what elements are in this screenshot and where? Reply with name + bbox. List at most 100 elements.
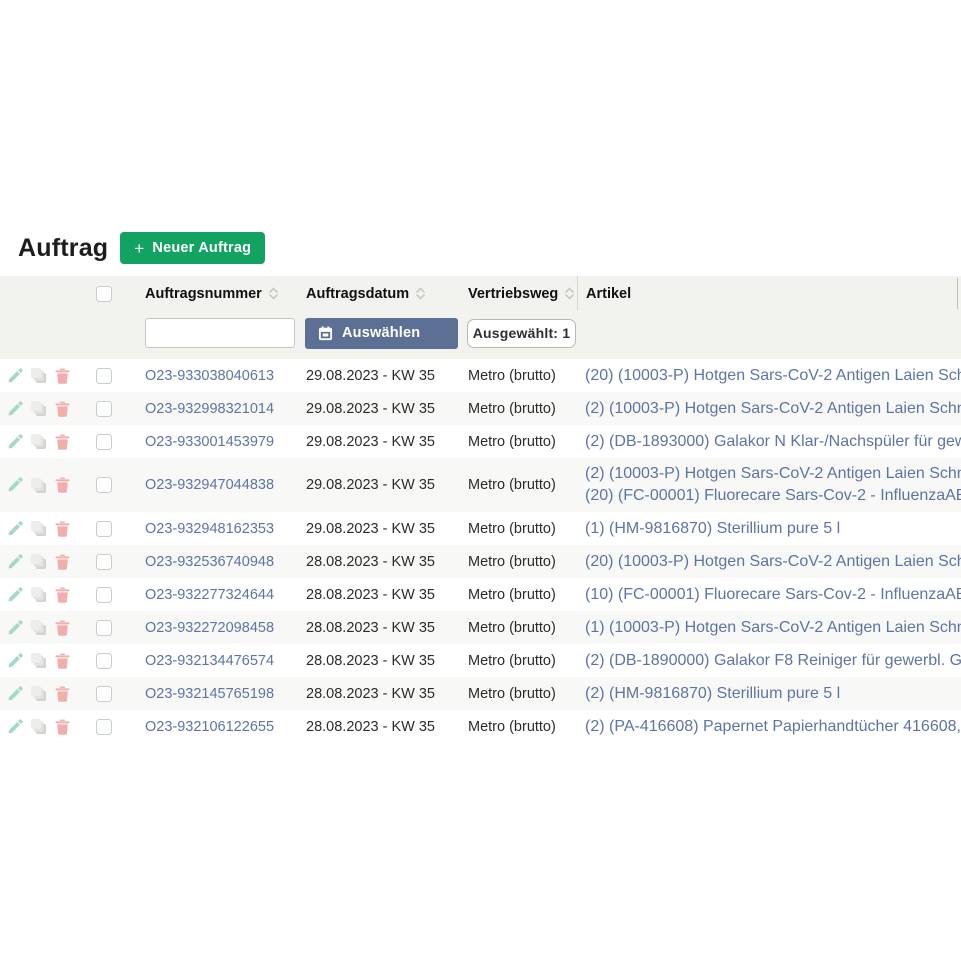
- delete-button[interactable]: [54, 586, 71, 603]
- duplicate-button[interactable]: [30, 477, 47, 494]
- pencil-icon: [8, 619, 23, 634]
- row-actions: [0, 586, 85, 603]
- edit-button[interactable]: [6, 367, 23, 384]
- row-checkbox-cell: [85, 586, 137, 603]
- edit-button[interactable]: [6, 718, 23, 735]
- duplicate-button[interactable]: [30, 619, 47, 636]
- delete-button[interactable]: [54, 433, 71, 450]
- copy-icon: [31, 686, 46, 701]
- row-checkbox[interactable]: [96, 685, 112, 702]
- edit-button[interactable]: [6, 586, 23, 603]
- plus-icon: +: [134, 238, 145, 258]
- edit-button[interactable]: [6, 477, 23, 494]
- article-link[interactable]: (10) (FC-00001) Fluorecare Sars-Cov-2 - …: [585, 585, 961, 603]
- article-link[interactable]: (2) (DB-1890000) Galakor F8 Reiniger für…: [585, 651, 961, 669]
- order-number-link[interactable]: O23-932277324644: [145, 586, 275, 603]
- delete-button[interactable]: [54, 652, 71, 669]
- order-number-link[interactable]: O23-933038040613: [145, 367, 275, 384]
- order-number-link[interactable]: O23-932947044838: [145, 477, 275, 493]
- order-number-link[interactable]: O23-932106122655: [145, 718, 275, 735]
- article-link[interactable]: (2) (10003-P) Hotgen Sars-CoV-2 Antigen …: [585, 399, 961, 417]
- row-checkbox[interactable]: [96, 619, 112, 636]
- order-number-link[interactable]: O23-932948162353: [145, 520, 275, 537]
- new-order-button[interactable]: + Neuer Auftrag: [120, 232, 266, 264]
- filter-vertriebsweg-cell: Ausgewählt: 1: [460, 318, 577, 348]
- article-link[interactable]: (20) (10003-P) Hotgen Sars-CoV-2 Antigen…: [585, 552, 961, 570]
- column-header-auftragsnummer[interactable]: Auftragsnummer: [137, 276, 298, 311]
- order-number-link[interactable]: O23-932998321014: [145, 400, 275, 417]
- sort-icon[interactable]: [565, 287, 575, 300]
- delete-button[interactable]: [54, 718, 71, 735]
- duplicate-button[interactable]: [30, 718, 47, 735]
- duplicate-button[interactable]: [30, 553, 47, 570]
- row-checkbox[interactable]: [96, 400, 112, 417]
- article-link[interactable]: (2) (HM-9816870) Sterillium pure 5 l: [585, 684, 841, 702]
- article-link[interactable]: (2) (DB-1893000) Galakor N Klar-/Nachspü…: [585, 432, 961, 450]
- order-number-link[interactable]: O23-932145765198: [145, 685, 275, 702]
- order-number-link[interactable]: O23-932536740948: [145, 553, 275, 570]
- pencil-icon: [8, 586, 23, 601]
- article-link[interactable]: (1) (HM-9816870) Sterillium pure 5 l: [585, 519, 841, 537]
- row-checkbox[interactable]: [96, 433, 112, 450]
- article-link[interactable]: (20) (FC-00001) Fluorecare Sars-Cov-2 - …: [585, 487, 961, 504]
- duplicate-button[interactable]: [30, 586, 47, 603]
- duplicate-button[interactable]: [30, 520, 47, 537]
- row-actions: [0, 477, 85, 494]
- row-checkbox[interactable]: [96, 520, 112, 537]
- row-checkbox[interactable]: [96, 367, 112, 384]
- delete-button[interactable]: [54, 400, 71, 417]
- edit-button[interactable]: [6, 433, 23, 450]
- duplicate-button[interactable]: [30, 685, 47, 702]
- table-header-row: Auftragsnummer Auftragsdatum Vertriebswe…: [0, 276, 961, 311]
- edit-button[interactable]: [6, 553, 23, 570]
- order-number-link[interactable]: O23-932134476574: [145, 652, 275, 669]
- edit-button[interactable]: [6, 619, 23, 636]
- order-date: 29.08.2023 - KW 35: [306, 433, 435, 450]
- edit-button[interactable]: [6, 652, 23, 669]
- article-link[interactable]: (1) (10003-P) Hotgen Sars-CoV-2 Antigen …: [585, 618, 961, 636]
- trash-icon: [55, 554, 70, 570]
- delete-button[interactable]: [54, 477, 71, 494]
- delete-button[interactable]: [54, 619, 71, 636]
- edit-button[interactable]: [6, 520, 23, 537]
- row-checkbox[interactable]: [96, 477, 112, 493]
- article-list: (2) (DB-1890000) Galakor F8 Reiniger für…: [577, 645, 961, 677]
- orders-table: Auftragsnummer Auftragsdatum Vertriebswe…: [0, 276, 961, 743]
- order-number-link[interactable]: O23-932272098458: [145, 619, 275, 636]
- pencil-icon: [8, 718, 23, 733]
- delete-button[interactable]: [54, 553, 71, 570]
- duplicate-button[interactable]: [30, 367, 47, 384]
- row-checkbox[interactable]: [96, 586, 112, 603]
- article-link[interactable]: (20) (10003-P) Hotgen Sars-CoV-2 Antigen…: [585, 366, 961, 384]
- edit-button[interactable]: [6, 400, 23, 417]
- date-select-button[interactable]: Auswählen: [305, 317, 458, 349]
- article-link[interactable]: (2) (PA-416608) Papernet Papierhandtüche…: [585, 717, 961, 735]
- auftragsnummer-filter-input[interactable]: [145, 318, 295, 348]
- sort-icon[interactable]: [416, 287, 425, 300]
- delete-button[interactable]: [54, 520, 71, 537]
- table-row: O23-932947044838 29.08.2023 - KW 35 Metr…: [0, 458, 961, 512]
- delete-button[interactable]: [54, 685, 71, 702]
- row-actions: [0, 433, 85, 450]
- row-checkbox[interactable]: [96, 718, 112, 735]
- duplicate-button[interactable]: [30, 433, 47, 450]
- article-link[interactable]: (2) (10003-P) Hotgen Sars-CoV-2 Antigen …: [585, 465, 961, 482]
- row-checkbox[interactable]: [96, 652, 112, 669]
- duplicate-button[interactable]: [30, 400, 47, 417]
- edit-button[interactable]: [6, 685, 23, 702]
- pencil-icon: [8, 477, 23, 492]
- column-header-artikel[interactable]: Artikel: [577, 276, 961, 311]
- row-checkbox[interactable]: [96, 553, 112, 570]
- column-header-vertriebsweg[interactable]: Vertriebsweg: [460, 276, 577, 311]
- column-header-auftragsdatum[interactable]: Auftragsdatum: [298, 276, 460, 311]
- column-header-auftragsnummer-label: Auftragsnummer: [145, 285, 262, 302]
- sort-icon[interactable]: [269, 287, 278, 300]
- article-list: (2) (HM-9816870) Sterillium pure 5 l: [577, 678, 961, 710]
- order-number-link[interactable]: O23-933001453979: [145, 433, 275, 450]
- delete-button[interactable]: [54, 367, 71, 384]
- duplicate-button[interactable]: [30, 652, 47, 669]
- column-header-auftragsdatum-label: Auftragsdatum: [306, 285, 410, 302]
- select-all-checkbox[interactable]: [96, 285, 112, 302]
- selected-count-chip[interactable]: Ausgewählt: 1: [467, 318, 576, 348]
- order-date: 28.08.2023 - KW 35: [306, 652, 435, 669]
